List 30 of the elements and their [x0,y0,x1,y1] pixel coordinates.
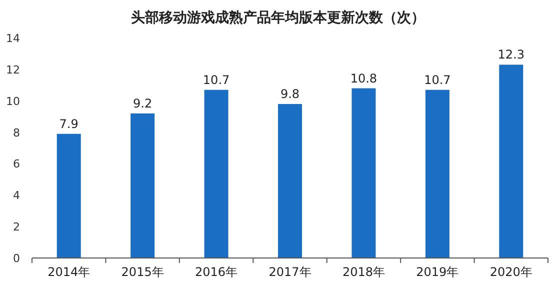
y-tick-label: 0 [13,252,20,265]
y-tick-label: 8 [13,126,20,140]
bar [499,64,524,258]
data-label: 12.3 [498,48,524,62]
x-tick-label: 2019年 [416,265,459,279]
bar [56,134,81,258]
bar [352,88,376,258]
data-label: 10.7 [202,72,230,87]
x-tick-label: 2020年 [490,265,532,279]
data-label: 9.8 [280,87,300,101]
x-tick-label: 2015年 [121,265,164,279]
y-tick-label: 14 [6,32,20,45]
y-tick-label: 12 [6,63,20,76]
y-tick-label: 10 [6,94,20,108]
chart-title: 头部移动游戏成熟产品年均版本更新次数（次） [131,9,425,26]
bar [425,90,450,258]
data-label: 10.8 [350,71,378,86]
bar [204,90,228,258]
y-tick-label: 4 [13,189,20,202]
data-label: 7.9 [59,116,78,131]
data-label: 9.2 [133,96,152,110]
y-tick-label: 2 [13,220,20,234]
y-tick-label: 6 [13,158,20,171]
data-label: 10.7 [424,72,451,87]
bar [130,113,155,258]
bar [278,104,302,258]
x-tick-label: 2018年 [342,265,385,279]
x-tick-label: 2017年 [268,265,312,279]
x-tick-label: 2016年 [195,265,238,279]
x-tick-label: 2014年 [48,265,90,279]
